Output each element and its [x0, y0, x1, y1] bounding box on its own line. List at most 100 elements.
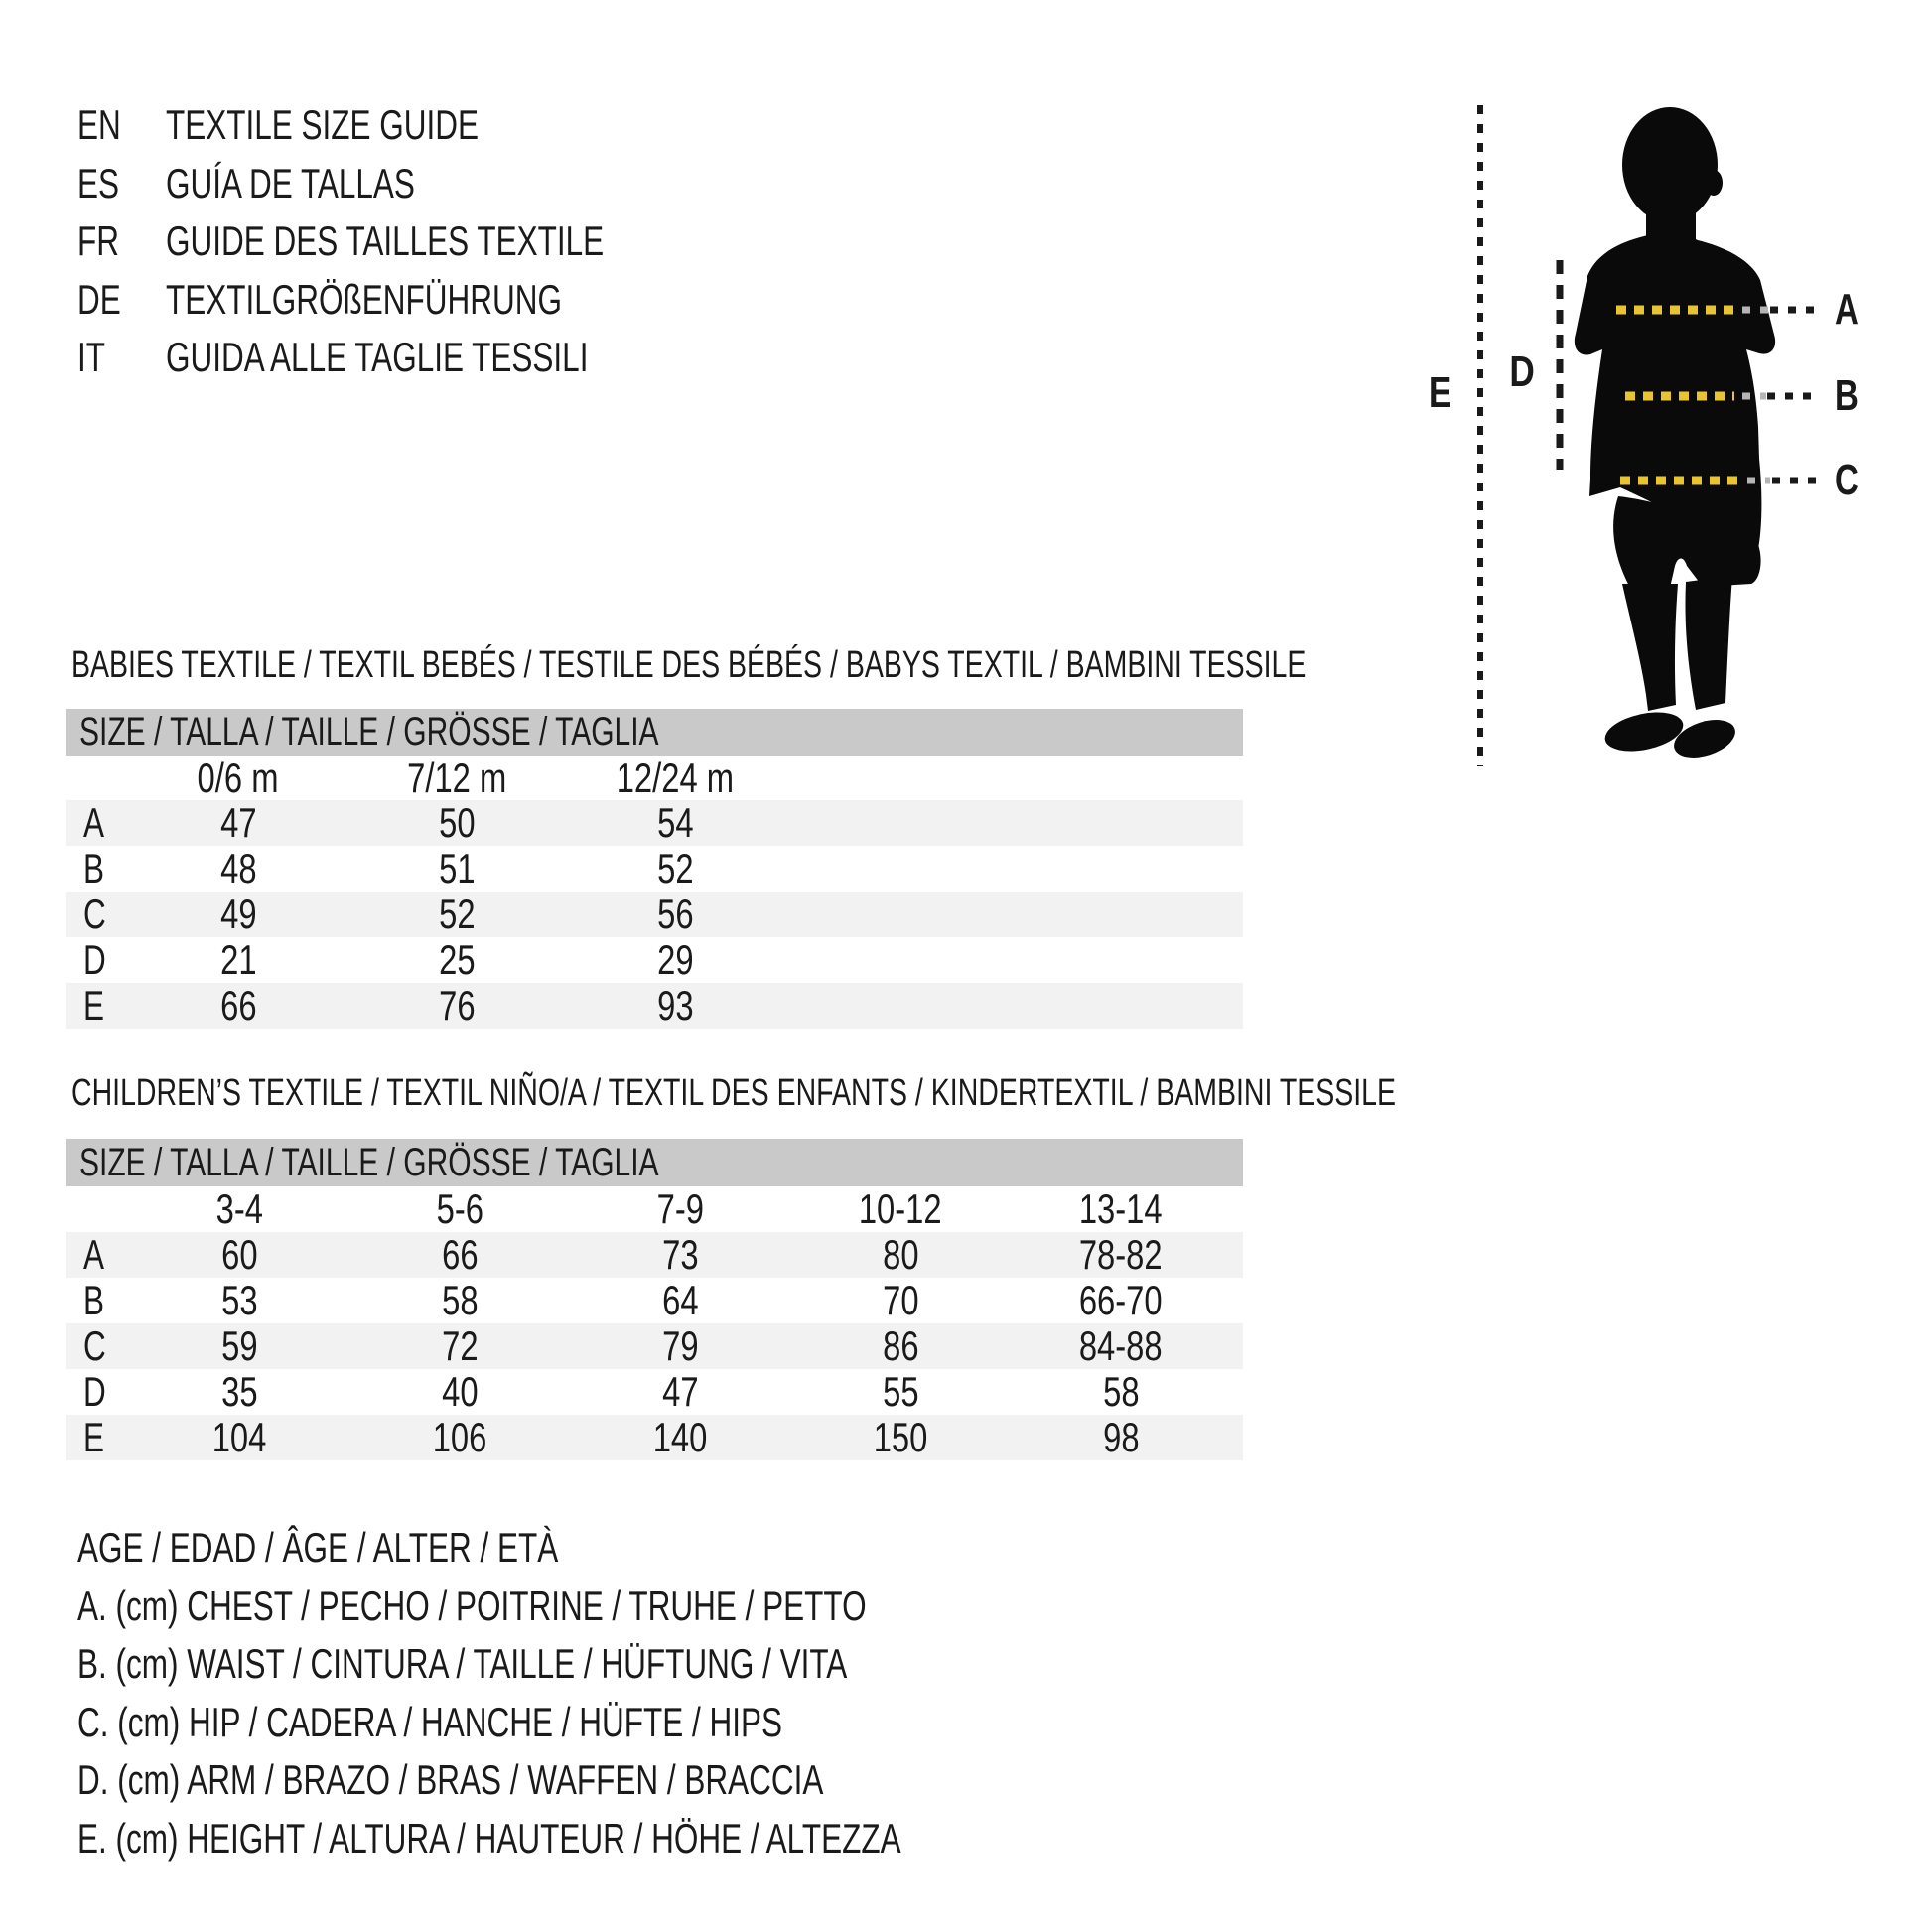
language-code: DE: [77, 275, 121, 323]
table-row: E 104 106 140 150 98: [66, 1415, 1243, 1460]
table-row: A 47 50 54: [66, 800, 1243, 846]
language-title-row: IT GUIDA ALLE TAGLIE TESSILI: [77, 329, 750, 387]
language-title-row: FR GUIDE DES TAILLES TEXTILE: [77, 212, 750, 271]
table-cell: 66: [441, 1231, 479, 1278]
guide-title: TEXTILE SIZE GUIDE: [166, 101, 480, 148]
language-code: EN: [77, 101, 121, 148]
table-cell: 50: [438, 799, 476, 846]
table-cell: 25: [438, 936, 476, 983]
table-cell: 47: [219, 799, 257, 846]
table-row: B 48 51 52: [66, 846, 1243, 892]
table-cell: 47: [661, 1368, 699, 1415]
table-cell: 59: [220, 1322, 258, 1369]
legend-line: AGE / EDAD / ÂGE / ALTER / ETÀ: [77, 1524, 559, 1571]
column-header-spacer: [66, 1186, 129, 1232]
table-cell: 66: [219, 982, 257, 1029]
row-label: C: [83, 1322, 106, 1369]
table-cell: 60: [220, 1231, 258, 1278]
legend-line: C. (cm) HIP / CADERA / HANCHE / HÜFTE / …: [77, 1698, 783, 1745]
table-cell: 40: [441, 1368, 479, 1415]
table-cell: 66-70: [1079, 1277, 1163, 1323]
table-cell: 72: [441, 1322, 479, 1369]
row-label: A: [83, 799, 105, 846]
table-cell: 35: [220, 1368, 258, 1415]
table-cell: 104: [211, 1414, 267, 1460]
table-cell: 54: [656, 799, 694, 846]
table-cell: 73: [661, 1231, 699, 1278]
table-cell: 79: [661, 1322, 699, 1369]
row-label: E: [83, 982, 105, 1029]
babies-section-heading: BABIES TEXTILE / TEXTIL BEBÉS / TESTILE …: [71, 644, 1307, 686]
table-cell: 84-88: [1079, 1322, 1163, 1369]
language-code: ES: [77, 159, 120, 207]
silhouette-shorts: [1613, 496, 1761, 588]
babies-column-header: 12/24 m: [616, 755, 735, 801]
legend-line: A. (cm) CHEST / PECHO / POITRINE / TRUHE…: [77, 1582, 867, 1629]
children-table-rows: A 60 66 73 80 78-82 B 53 58 64 70 66-70 …: [66, 1232, 1243, 1460]
silhouette-left-shoe: [1604, 712, 1684, 752]
row-label: B: [83, 845, 105, 892]
row-label: E: [83, 1414, 105, 1460]
babies-size-header-bar: SIZE / TALLA / TAILLE / GRÖSSE / TAGLIA: [66, 709, 1243, 756]
language-title-row: EN TEXTILE SIZE GUIDE: [77, 96, 750, 155]
silhouette-ear: [1705, 170, 1723, 196]
table-cell: 98: [1102, 1414, 1140, 1460]
children-column-header: 5-6: [436, 1185, 483, 1232]
silhouette-right-shoe: [1674, 720, 1735, 758]
children-size-header-bar: SIZE / TALLA / TAILLE / GRÖSSE / TAGLIA: [66, 1139, 1243, 1186]
table-row: E 66 76 93: [66, 983, 1243, 1029]
table-cell: 49: [219, 891, 257, 937]
silhouette-right-leg: [1685, 576, 1732, 710]
children-section-heading: CHILDREN’S TEXTILE / TEXTIL NIÑO/A / TEX…: [71, 1072, 1397, 1114]
children-column-header: 10-12: [859, 1185, 942, 1232]
children-column-header: 7-9: [656, 1185, 704, 1232]
table-row: A 60 66 73 80 78-82: [66, 1232, 1243, 1278]
language-title-block: EN TEXTILE SIZE GUIDE ES GUÍA DE TALLAS FR…: [77, 96, 750, 387]
table-cell: 93: [656, 982, 694, 1029]
table-cell: 140: [652, 1414, 708, 1460]
children-column-headers: 3-4 5-6 7-9 10-12 13-14: [66, 1186, 1243, 1232]
table-cell: 86: [882, 1322, 919, 1369]
column-header-spacer: [66, 756, 129, 800]
babies-column-header: 7/12 m: [406, 755, 507, 801]
children-column-header: 13-14: [1079, 1185, 1163, 1232]
legend-line: B. (cm) WAIST / CINTURA / TAILLE / HÜFTU…: [77, 1640, 848, 1688]
table-cell: 48: [219, 845, 257, 892]
table-cell: 52: [656, 845, 694, 892]
language-title-row: ES GUÍA DE TALLAS: [77, 155, 750, 213]
marker-label-e: E: [1428, 368, 1451, 417]
table-cell: 58: [441, 1277, 479, 1323]
table-cell: 76: [438, 982, 476, 1029]
legend-line: E. (cm) HEIGHT / ALTURA / HAUTEUR / HÖHE…: [77, 1814, 901, 1862]
children-column-header: 3-4: [215, 1185, 263, 1232]
guide-title: GUIDA ALLE TAGLIE TESSILI: [166, 334, 589, 380]
row-label: D: [83, 1368, 106, 1415]
guide-title: GUIDE DES TAILLES TEXTILE: [166, 217, 605, 264]
table-cell: 52: [438, 891, 476, 937]
guide-title: TEXTILGRÖßENFÜHRUNG: [166, 275, 563, 323]
table-cell: 55: [882, 1368, 919, 1415]
table-row: B 53 58 64 70 66-70: [66, 1278, 1243, 1323]
babies-column-header: 0/6 m: [198, 755, 279, 801]
table-cell: 64: [661, 1277, 699, 1323]
marker-label-d: D: [1509, 347, 1535, 396]
table-cell: 21: [219, 936, 257, 983]
table-row: C 49 52 56: [66, 892, 1243, 937]
language-title-row: DE TEXTILGRÖßENFÜHRUNG: [77, 271, 750, 330]
table-cell: 70: [882, 1277, 919, 1323]
table-cell: 58: [1102, 1368, 1140, 1415]
table-row: C 59 72 79 86 84-88: [66, 1323, 1243, 1369]
table-cell: 150: [873, 1414, 928, 1460]
table-cell: 51: [438, 845, 476, 892]
table-cell: 29: [656, 936, 694, 983]
table-row: D 21 25 29: [66, 937, 1243, 983]
legend-line: D. (cm) ARM / BRAZO / BRAS / WAFFEN / BR…: [77, 1756, 824, 1804]
babies-table-rows: A 47 50 54 B 48 51 52 C 49 52 56 D 21: [66, 800, 1243, 1029]
marker-label-a: A: [1835, 285, 1859, 334]
measurement-legend: AGE / EDAD / ÂGE / ALTER / ETÀ A. (cm) C…: [77, 1519, 1175, 1868]
row-label: C: [83, 891, 106, 937]
row-label: A: [83, 1231, 105, 1278]
silhouette-left-leg: [1622, 584, 1678, 711]
